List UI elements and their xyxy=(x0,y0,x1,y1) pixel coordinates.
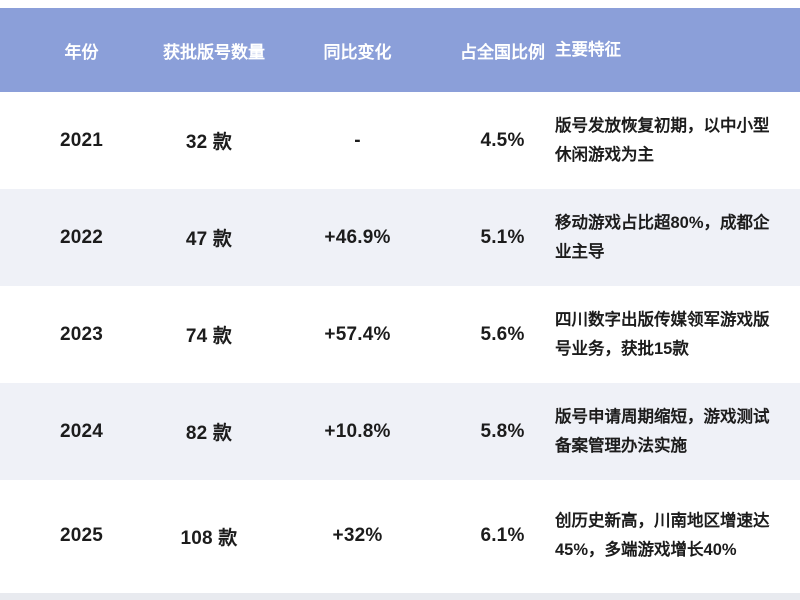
column-header-change: 同比变化 xyxy=(323,42,392,62)
table-row-2022: 2022 47 款 +46.9% 5.1% 移动游戏占比超80%，成都企业主导 xyxy=(0,189,800,286)
cell-change: +32% xyxy=(332,525,383,546)
cell-year: 2024 xyxy=(59,420,104,442)
cell-change: +46.9% xyxy=(324,226,391,248)
cell-features: 版号申请周期缩短，游戏测试备案管理办法实施 xyxy=(555,407,770,455)
cell-features: 四川数字出版传媒领军游戏版号业务，获批15款 xyxy=(555,310,770,358)
cell-count: 108 款 xyxy=(180,527,238,549)
table-row-2021: 2021 32 款 - 4.5% 版号发放恢复初期，以中小型休闲游戏为主 xyxy=(0,92,800,189)
cell-count: 82 款 xyxy=(185,423,233,444)
cell-ratio: 5.1% xyxy=(480,226,525,248)
cell-change: +57.4% xyxy=(324,323,391,345)
footer-strip xyxy=(0,593,800,600)
column-header-year: 年份 xyxy=(64,42,99,62)
table-row-2024: 2024 82 款 +10.8% 5.8% 版号申请周期缩短，游戏测试备案管理办… xyxy=(0,383,800,480)
cell-year: 2023 xyxy=(59,323,104,345)
cell-ratio: 4.5% xyxy=(480,129,525,151)
cell-ratio: 5.8% xyxy=(480,420,525,442)
cell-year: 2025 xyxy=(59,525,104,546)
cell-year: 2022 xyxy=(59,226,104,248)
column-header-ratio: 占全国比例 xyxy=(460,42,545,62)
table-header-row: 年份 获批版号数量 同比变化 占全国比例 主要特征 xyxy=(0,8,800,92)
cell-year: 2021 xyxy=(59,129,104,151)
table-row-2023: 2023 74 款 +57.4% 5.6% 四川数字出版传媒领军游戏版号业务，获… xyxy=(0,286,800,383)
cell-ratio: 5.6% xyxy=(480,323,525,345)
cell-count: 74 款 xyxy=(185,326,233,347)
cell-features: 移动游戏占比超80%，成都企业主导 xyxy=(555,213,770,261)
column-header-features: 主要特征 xyxy=(555,40,621,59)
cell-count: 32 款 xyxy=(185,132,233,153)
cell-ratio: 6.1% xyxy=(480,525,525,546)
column-header-count: 获批版号数量 xyxy=(163,42,265,62)
cell-count: 47 款 xyxy=(185,229,233,250)
cell-change: +10.8% xyxy=(324,420,391,442)
table-row-2025: 2025 108 款 +32% 6.1% 创历史新高，川南地区增速达45%，多端… xyxy=(0,480,800,592)
cell-change: - xyxy=(354,129,361,151)
cell-features: 版号发放恢复初期，以中小型休闲游戏为主 xyxy=(555,116,770,164)
cell-features: 创历史新高，川南地区增速达45%，多端游戏增长40% xyxy=(555,512,770,559)
